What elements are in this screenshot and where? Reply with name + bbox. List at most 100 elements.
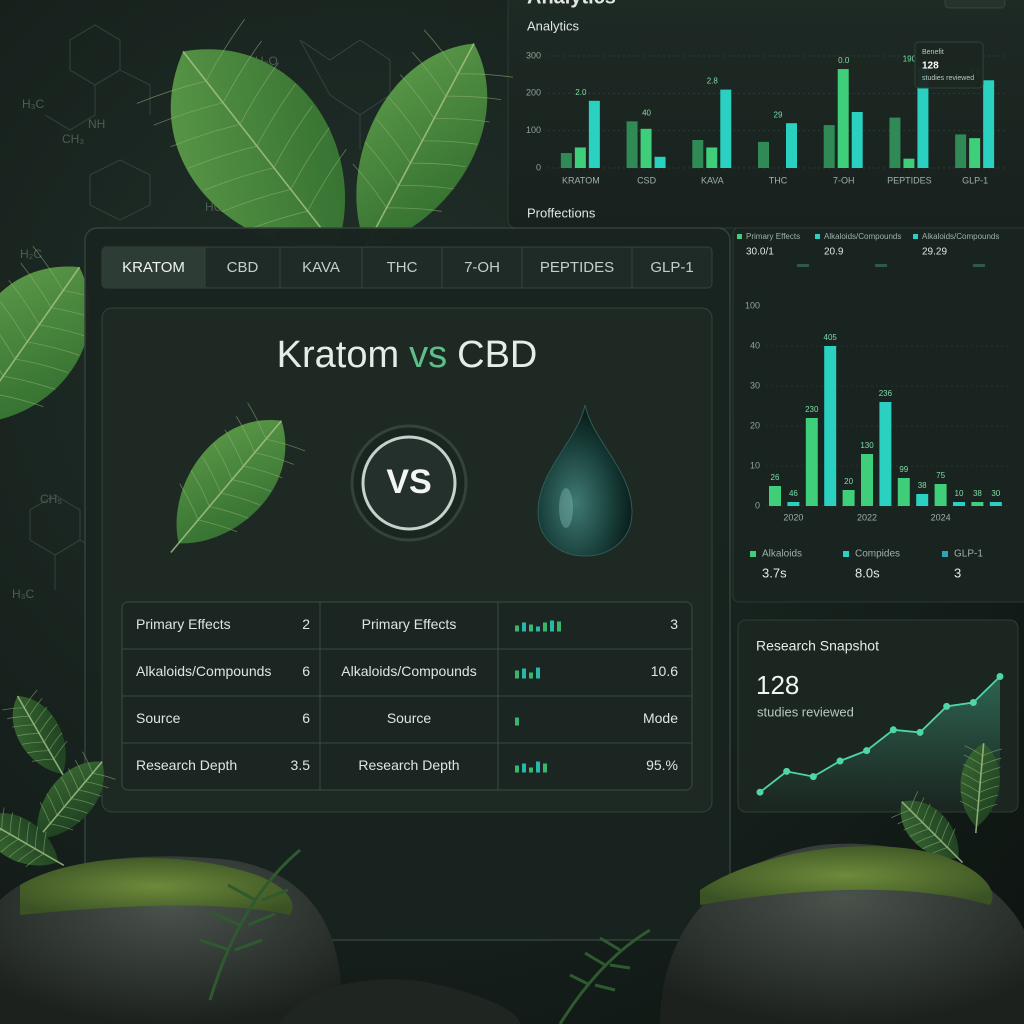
bar xyxy=(769,486,781,506)
snapshot-point xyxy=(969,699,977,706)
leaf-vein xyxy=(17,826,39,863)
trends-panel xyxy=(732,227,1024,603)
bar xyxy=(824,346,837,506)
leaf-vein xyxy=(2,689,38,711)
snapshot-point xyxy=(836,757,844,765)
leaf-vein xyxy=(411,52,502,101)
bar xyxy=(889,117,901,168)
leaf-blade xyxy=(0,266,91,423)
legend-swatch xyxy=(750,551,756,557)
x-tick-label: KRATOM xyxy=(562,175,600,185)
leaf-vein xyxy=(31,741,68,762)
legend-swatch xyxy=(815,234,820,239)
legend-label: Alkaloids/Compounds xyxy=(824,232,901,241)
tab[interactable]: CBD xyxy=(227,259,259,276)
table-label: Source xyxy=(387,710,432,726)
leaf-vein xyxy=(400,74,490,123)
leaf-vein xyxy=(903,803,931,831)
bar-annotation: 190 xyxy=(903,54,917,63)
tab[interactable]: KRATOM xyxy=(122,259,185,276)
mini-bar-icon xyxy=(529,624,533,632)
bar xyxy=(626,121,638,168)
bar xyxy=(971,502,984,506)
leaf-vein xyxy=(960,791,999,803)
leaf-vein xyxy=(187,84,296,169)
bar xyxy=(588,100,600,168)
legend-value: 8.0s xyxy=(855,565,880,580)
bar xyxy=(823,125,835,168)
vs-badge-inner xyxy=(361,435,457,531)
leaf-vein xyxy=(963,754,1002,766)
legend-value: 20.9 xyxy=(824,247,844,258)
snapshot-point xyxy=(996,673,1004,680)
leaf-vein xyxy=(12,706,48,728)
mini-bar-icon xyxy=(529,672,533,679)
legend-swatch xyxy=(913,234,918,239)
leaf-vein xyxy=(60,776,95,806)
bar-annotation: 405 xyxy=(824,333,838,342)
leaf-vein xyxy=(964,745,1003,757)
tooltip-caption: studies reviewed xyxy=(922,75,974,82)
bar xyxy=(758,141,769,168)
leaf-vein xyxy=(0,807,5,843)
leaf-vein xyxy=(26,732,63,754)
header-title: Analytics xyxy=(527,0,616,8)
y-tick-label: 20 xyxy=(750,420,760,430)
mini-bar-icon xyxy=(522,622,526,632)
table-label: Primary Effects xyxy=(136,616,231,632)
snapshot-point xyxy=(809,773,817,781)
x-tick-label: THC xyxy=(769,175,788,185)
bar xyxy=(706,147,718,168)
bar-annotation: 230 xyxy=(805,405,819,414)
legend-value: 29.29 xyxy=(922,247,947,258)
bar xyxy=(983,80,995,168)
y-tick-label: 0 xyxy=(536,162,541,172)
bar-annotation: 10 xyxy=(955,489,964,498)
leaf-midrib xyxy=(357,43,475,263)
mini-bar-icon xyxy=(557,621,561,632)
leaf-vein xyxy=(916,816,944,844)
legend-progress xyxy=(875,264,887,267)
background-label: H₃C xyxy=(12,587,35,601)
legend-swatch xyxy=(737,234,742,239)
mini-bar-icon xyxy=(522,763,526,773)
leaf-vein xyxy=(67,768,102,797)
x-tick-label: PEPTIDES xyxy=(887,175,932,185)
bar xyxy=(934,484,947,506)
snapshot-point xyxy=(783,767,791,775)
leaf-vein xyxy=(179,483,238,533)
snapshot-point xyxy=(916,728,924,736)
leaf-vein xyxy=(170,62,279,148)
moss xyxy=(700,846,993,905)
bar-annotation: 38 xyxy=(918,481,927,490)
plant-leaf xyxy=(32,751,116,845)
leaf-vein xyxy=(224,429,283,479)
bar xyxy=(969,138,981,168)
y-tick-label: 30 xyxy=(750,380,760,390)
mini-bar-icon xyxy=(515,670,519,679)
leaf-midrib xyxy=(32,761,103,845)
snapshot-title: Research Snapshot xyxy=(756,638,879,654)
vs-badge: VS xyxy=(386,463,431,501)
bar-annotation: 2.0 xyxy=(575,88,587,97)
leaf-vein xyxy=(202,456,260,506)
analytics-header-button xyxy=(944,0,1006,9)
leaf-vein xyxy=(7,698,43,719)
tab[interactable]: GLP-1 xyxy=(650,259,693,276)
tab[interactable]: 7-OH xyxy=(464,259,500,276)
snapshot-point xyxy=(756,788,764,796)
bar xyxy=(916,494,929,506)
tab[interactable]: KAVA xyxy=(302,259,340,276)
table-value: 2 xyxy=(302,616,310,632)
tab[interactable]: THC xyxy=(387,259,418,276)
kratom-leaf xyxy=(170,402,306,553)
mini-bar-icon xyxy=(543,622,547,632)
table-value: 95.% xyxy=(646,757,678,773)
tab[interactable]: PEPTIDES xyxy=(540,259,614,276)
bar xyxy=(786,123,797,168)
table-label: Primary Effects xyxy=(362,616,457,632)
leaf-vein xyxy=(53,785,88,814)
x-tick-label: KAVA xyxy=(701,175,724,185)
